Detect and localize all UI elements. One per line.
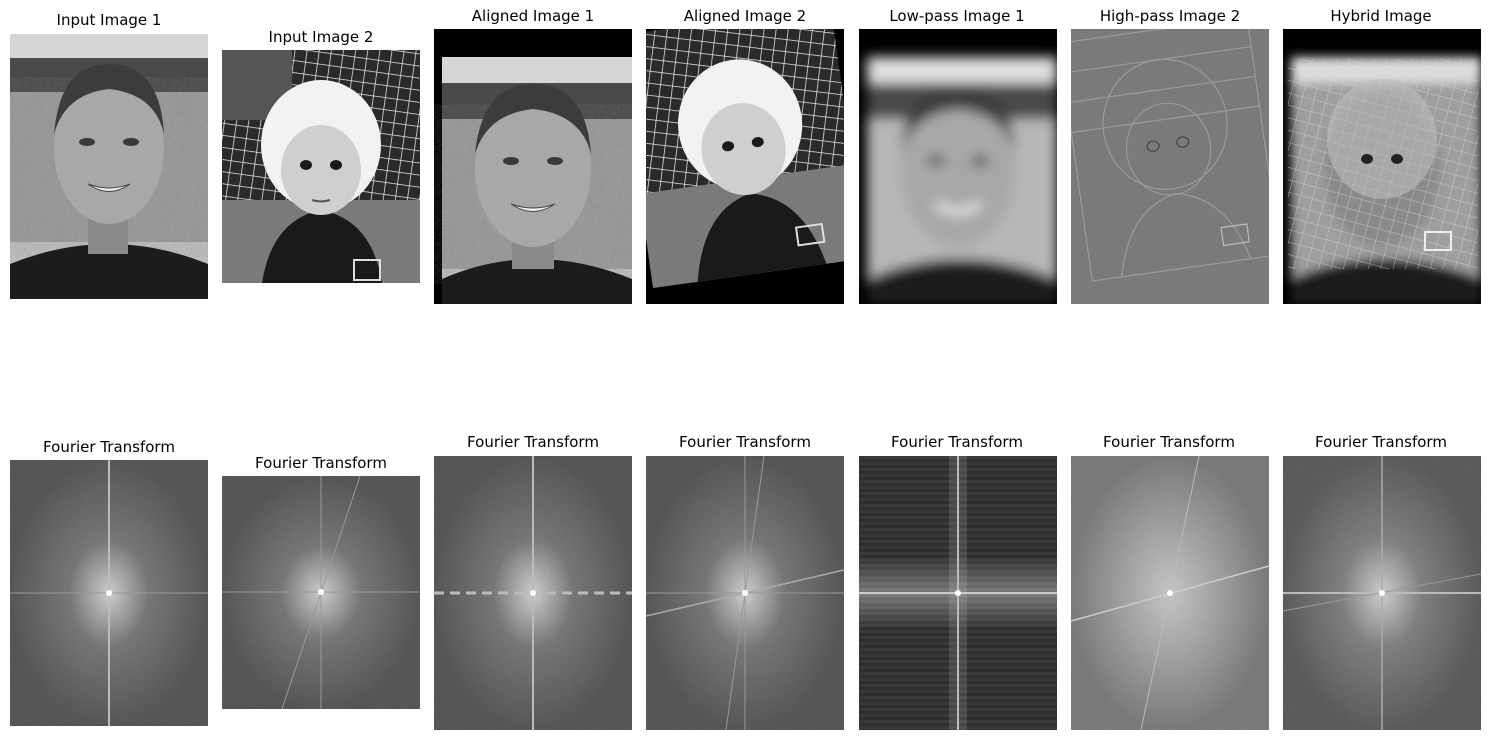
title-low-pass-image-1: Low-pass Image 1 — [889, 7, 1025, 25]
title-aligned-image-1: Aligned Image 1 — [471, 7, 595, 25]
fourier-transform-5 — [859, 456, 1057, 730]
low-pass-image-1 — [859, 29, 1057, 304]
input-image-1 — [10, 34, 208, 299]
title-hybrid-image: Hybrid Image — [1330, 7, 1432, 25]
title-fourier-transform-4: Fourier Transform — [679, 433, 811, 451]
title-input-image-1: Input Image 1 — [56, 11, 162, 29]
fourier-transform-6 — [1071, 456, 1269, 730]
fourier-transform-1 — [10, 460, 208, 726]
fourier-transform-3 — [434, 456, 632, 730]
fourier-transform-7 — [1283, 456, 1481, 730]
title-fourier-transform-3: Fourier Transform — [467, 433, 599, 451]
title-aligned-image-2: Aligned Image 2 — [683, 7, 807, 25]
title-fourier-transform-7: Fourier Transform — [1315, 433, 1447, 451]
high-pass-image-2 — [1071, 29, 1269, 304]
title-fourier-transform-5: Fourier Transform — [891, 433, 1023, 451]
fourier-transform-4 — [646, 456, 844, 730]
title-fourier-transform-2: Fourier Transform — [255, 454, 387, 472]
aligned-image-2 — [646, 29, 844, 304]
input-image-2 — [222, 50, 420, 283]
fourier-transform-2 — [222, 476, 420, 709]
title-high-pass-image-2: High-pass Image 2 — [1099, 7, 1241, 25]
title-fourier-transform-1: Fourier Transform — [43, 438, 175, 456]
hybrid-image — [1283, 29, 1481, 304]
title-input-image-2: Input Image 2 — [268, 28, 374, 46]
title-fourier-transform-6: Fourier Transform — [1103, 433, 1235, 451]
aligned-image-1 — [434, 29, 632, 304]
